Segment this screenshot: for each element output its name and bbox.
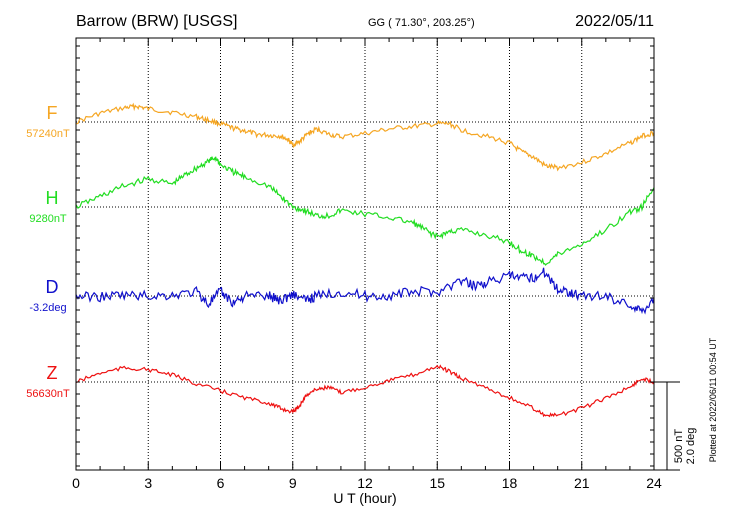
scale-deg-text: 2.0 deg: [685, 428, 697, 465]
x-tick-label: 3: [144, 475, 152, 491]
series-baseline-d: -3.2deg: [29, 302, 66, 314]
x-tick-label: 6: [217, 475, 225, 491]
scale-nt-text: 500 nT: [673, 429, 685, 464]
series-line-z: [75, 364, 655, 418]
scale-bar: 500 nT 2.0 deg: [654, 381, 697, 471]
x-axis-label: U T (hour): [333, 490, 396, 506]
x-tick-label: 0: [72, 475, 80, 491]
baseline-lines: [76, 121, 654, 383]
series-line-d: [75, 267, 655, 315]
series-name-z: Z: [47, 363, 58, 383]
x-tick-label: 18: [502, 475, 518, 491]
series-name-d: D: [46, 277, 59, 297]
plotted-at-note: Plotted at 2022/06/11 00:54 UT: [708, 337, 718, 462]
series-baseline-z: 56630nT: [26, 388, 70, 400]
x-tick-labels: 0 3 6 9 12 15 18 21 24: [72, 475, 662, 491]
series-labels: F 57240nT H 9280nT D -3.2deg Z 56630nT: [26, 103, 70, 400]
station-title: Barrow (BRW) [USGS]: [76, 13, 238, 30]
x-tick-label: 9: [289, 475, 297, 491]
x-tick-label: 24: [646, 475, 662, 491]
x-tick-label: 12: [357, 475, 373, 491]
series-line-f: [75, 102, 655, 172]
date-text: 2022/05/11: [575, 13, 654, 30]
series-baseline-f: 57240nT: [26, 128, 70, 140]
x-tick-label: 21: [574, 475, 590, 491]
coordinates-text: GG ( 71.30°, 203.25°): [368, 17, 475, 29]
series-name-f: F: [47, 103, 58, 123]
series-line-h: [75, 155, 655, 266]
axis-ticks: [75, 38, 655, 470]
x-tick-label: 15: [429, 475, 445, 491]
series-name-h: H: [46, 188, 59, 208]
series-group: [75, 102, 655, 418]
series-baseline-h: 9280nT: [29, 213, 67, 225]
